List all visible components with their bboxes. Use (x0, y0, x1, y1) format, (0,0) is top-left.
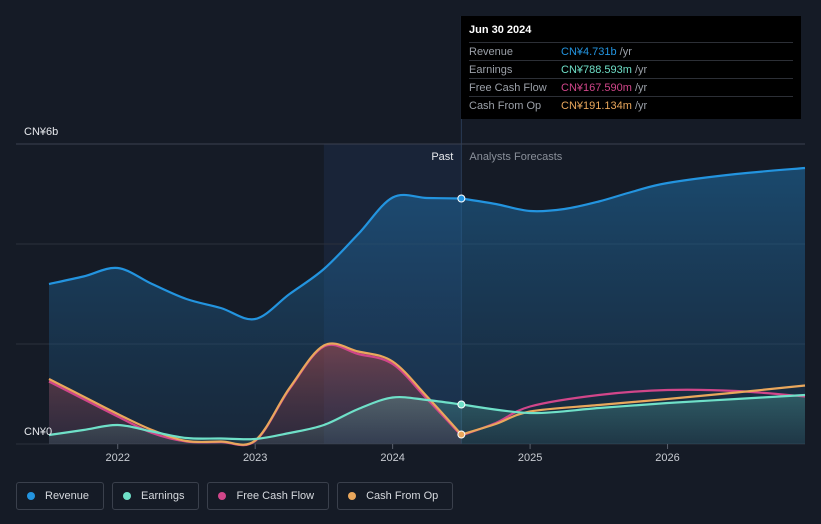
legend-cash-from-op[interactable]: Cash From Op (337, 482, 454, 510)
hover-tooltip: Jun 30 2024 Revenue CN¥4.731b /yr Earnin… (461, 16, 801, 119)
tooltip-date: Jun 30 2024 (469, 24, 532, 36)
tooltip-row-revenue: Revenue CN¥4.731b /yr (469, 42, 793, 60)
cash-from-op-marker (457, 430, 466, 439)
legend-dot-icon (348, 492, 357, 500)
cash-from-op-line-past (48, 342, 463, 446)
x-tick-label: 2026 (655, 452, 679, 464)
earnings-line-forecast (461, 393, 806, 415)
legend-dot-icon (27, 492, 35, 500)
tooltip-value: CN¥167.590m (561, 81, 632, 94)
legend-label: Earnings (141, 490, 185, 502)
y-axis-zero-label: CN¥0 (24, 426, 52, 438)
tooltip-unit: /yr (634, 63, 648, 76)
tooltip-unit: /yr (619, 45, 632, 58)
legend-dot-icon (218, 492, 227, 500)
revenue-marker (457, 194, 466, 203)
tooltip-unit: /yr (634, 81, 648, 94)
past-region-label: Past (431, 151, 453, 163)
tooltip-row-free-cash-flow: Free Cash Flow CN¥167.590m /yr (469, 78, 793, 96)
x-tick-label: 2022 (105, 452, 129, 464)
forecast-region-label: Analysts Forecasts (469, 151, 562, 163)
x-tick-label: 2025 (518, 452, 542, 464)
tooltip-row-cash-from-op: Cash From Op CN¥191.134m /yr (469, 96, 793, 114)
legend-earnings[interactable]: Earnings (112, 482, 200, 510)
tooltip-value: CN¥4.731b (561, 45, 617, 58)
tooltip-unit: /yr (634, 99, 648, 112)
tooltip-value: CN¥191.134m (561, 99, 632, 112)
y-axis-max-label: CN¥6b (24, 126, 58, 138)
legend-label: Free Cash Flow (236, 490, 315, 502)
chart-legend: Revenue Earnings Free Cash Flow Cash Fro… (16, 482, 454, 510)
legend-label: Cash From Op (366, 490, 439, 502)
tooltip-label: Revenue (469, 45, 514, 58)
earnings-marker (457, 400, 466, 409)
legend-free-cash-flow[interactable]: Free Cash Flow (207, 482, 330, 510)
tooltip-row-earnings: Earnings CN¥788.593m /yr (469, 60, 793, 78)
legend-revenue[interactable]: Revenue (16, 482, 105, 510)
tooltip-value: CN¥788.593m (561, 63, 632, 76)
tooltip-label: Earnings (469, 63, 513, 76)
legend-dot-icon (123, 492, 132, 500)
tooltip-label: Cash From Op (469, 99, 542, 112)
legend-label: Revenue (45, 490, 90, 502)
earnings-line-past (48, 395, 462, 441)
revenue-line-past (48, 193, 462, 321)
revenue-area (49, 168, 805, 444)
x-tick-label: 2024 (380, 452, 404, 464)
x-tick-label: 2023 (243, 452, 267, 464)
revenue-line-forecast (461, 166, 806, 213)
tooltip-label: Free Cash Flow (469, 81, 547, 94)
cash-from-op-line-forecast (461, 384, 806, 436)
